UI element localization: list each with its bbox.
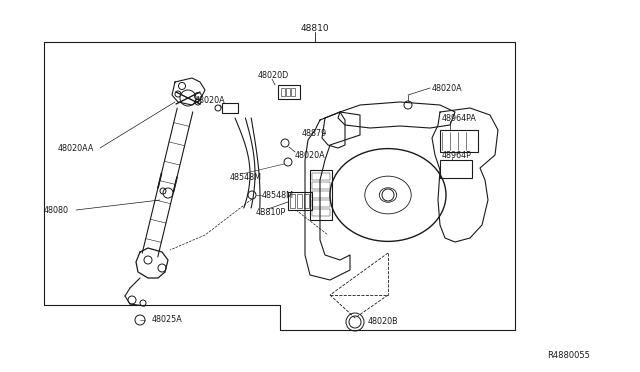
Text: 4B810P: 4B810P [256, 208, 286, 217]
Bar [297, 194, 302, 208]
Bar [440, 160, 472, 178]
Bar [440, 130, 478, 152]
Bar [291, 88, 295, 96]
Text: 48964P: 48964P [442, 151, 472, 160]
Text: 48879: 48879 [302, 128, 327, 138]
Bar [312, 200, 330, 207]
Text: 48020A: 48020A [432, 83, 463, 93]
Text: 48020D: 48020D [258, 71, 289, 80]
Bar [312, 182, 330, 189]
Text: 48020B: 48020B [368, 317, 399, 327]
Circle shape [349, 316, 361, 328]
Bar [281, 88, 285, 96]
Bar [290, 194, 295, 208]
Bar [312, 173, 330, 180]
Text: 48548M: 48548M [262, 190, 294, 199]
Bar [310, 170, 332, 220]
Text: 48020A: 48020A [295, 151, 326, 160]
Text: 48548M: 48548M [230, 173, 262, 182]
Bar [278, 85, 300, 99]
Circle shape [382, 189, 394, 201]
Text: 48025A: 48025A [152, 315, 183, 324]
Bar [288, 192, 312, 210]
Text: 48020A: 48020A [195, 96, 226, 105]
Text: 48080: 48080 [44, 205, 69, 215]
Bar [312, 191, 330, 198]
Bar [304, 194, 309, 208]
Bar [286, 88, 290, 96]
Text: 48964PA: 48964PA [442, 113, 477, 122]
Text: R4880055: R4880055 [547, 350, 590, 359]
Text: 48810: 48810 [301, 23, 330, 32]
Bar [222, 103, 238, 113]
Text: 48020AA: 48020AA [58, 144, 94, 153]
Bar [312, 209, 330, 216]
